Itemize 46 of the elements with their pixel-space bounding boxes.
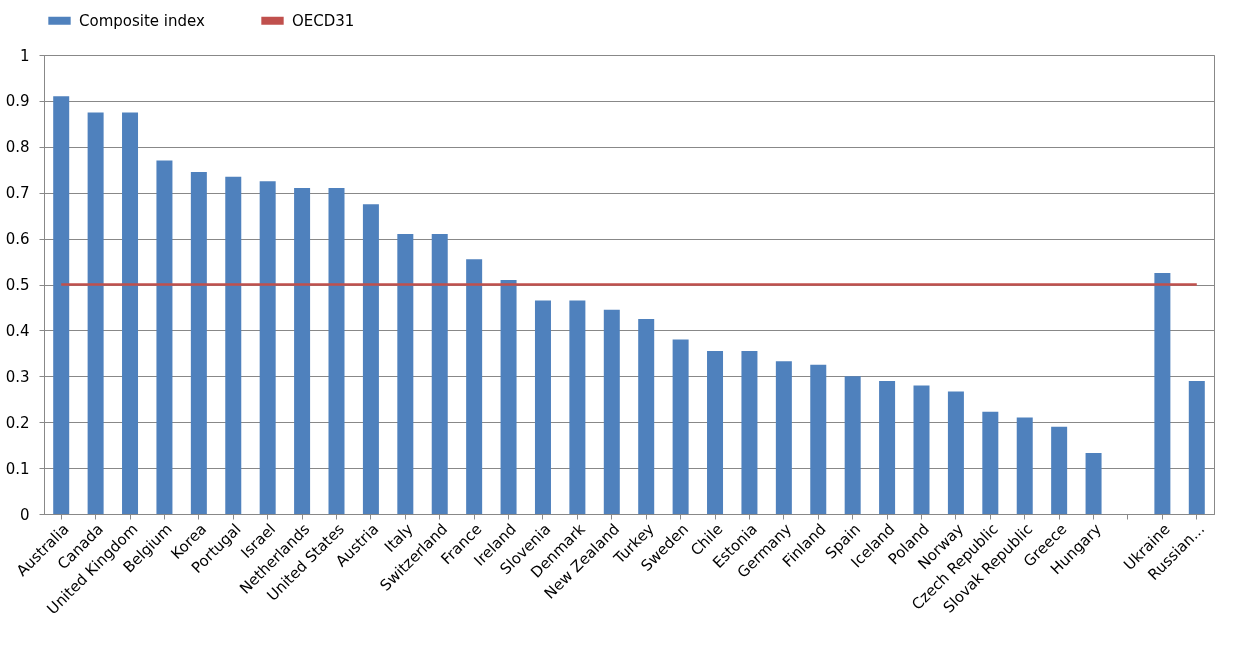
bar (294, 188, 311, 514)
bar (53, 96, 70, 514)
y-tick-label: 0.5 (5, 276, 30, 294)
bar (466, 259, 483, 514)
bar (1188, 380, 1205, 514)
bar (741, 351, 758, 514)
y-tick-label: 0.6 (5, 230, 30, 249)
bar (534, 300, 551, 514)
y-tick-label: 0.1 (5, 459, 30, 478)
bar (156, 160, 173, 514)
bar (87, 112, 104, 514)
y-tick-label: 0.7 (5, 184, 30, 203)
bar (844, 376, 861, 514)
bar (603, 309, 620, 514)
bar (259, 181, 276, 514)
bar (362, 204, 379, 514)
bar (982, 411, 999, 514)
bar (1154, 273, 1171, 514)
bar (879, 380, 896, 514)
y-tick-label: 0.9 (5, 92, 30, 111)
bar (913, 385, 930, 514)
bar (947, 391, 964, 514)
y-tick-label: 0.4 (5, 321, 30, 340)
bar (500, 279, 517, 514)
bar (431, 234, 448, 514)
bar (328, 188, 345, 514)
bar (397, 234, 414, 514)
y-tick-label: 0.3 (5, 367, 30, 386)
bar (122, 112, 139, 514)
bar (638, 318, 655, 514)
bar (190, 172, 207, 514)
bar (1016, 417, 1033, 514)
y-tick-label: 0 (19, 505, 30, 524)
bar (225, 176, 242, 514)
y-tick-label: 0.8 (5, 138, 30, 157)
y-tick-label: 1 (19, 46, 30, 65)
bar (810, 364, 827, 514)
bar (672, 339, 689, 514)
bar (569, 300, 586, 514)
bar (1051, 426, 1068, 514)
y-tick-label: 0.2 (5, 413, 30, 432)
bar (1085, 452, 1102, 514)
legend-label: OECD31 (292, 11, 355, 30)
bar (707, 351, 724, 514)
bar (775, 361, 792, 514)
legend-label: Composite index (79, 11, 205, 30)
